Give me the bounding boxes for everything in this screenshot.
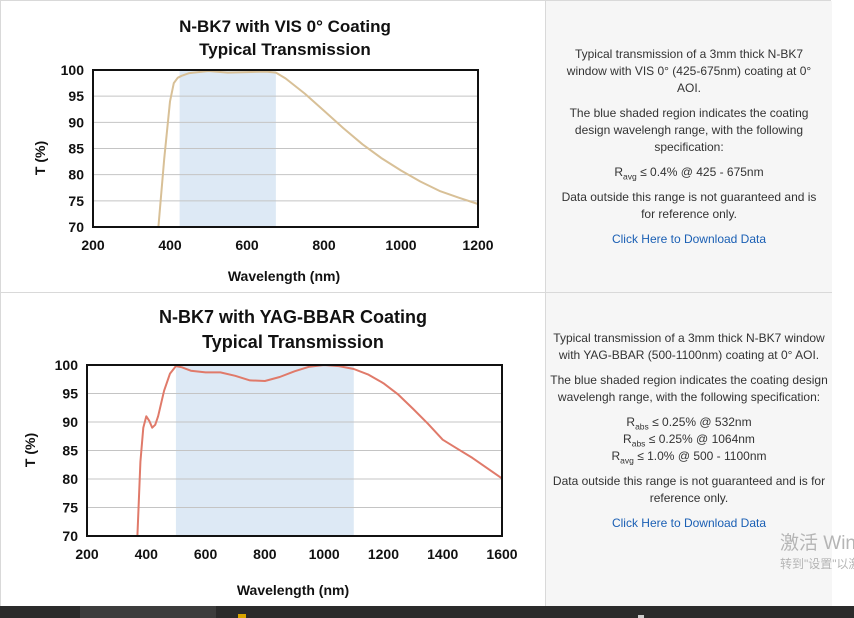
transmission-chart-vis: N-BK7 with VIS 0° Coating Typical Transm… (32, 17, 494, 284)
plot-frame (86, 364, 503, 537)
x-tick-label: 1400 (427, 546, 458, 562)
table-row: N-BK7 with YAG-BBAR Coating Typical Tran… (1, 293, 832, 607)
y-tick-label: 100 (55, 357, 79, 373)
plot-area: 70 75 80 85 90 95 100 200 400 600 800 1000 1200 1400 1… (55, 357, 518, 562)
spec-item: Rabs ≤ 0.25% @ 1064nm (623, 432, 755, 449)
transmission-chart-yag: N-BK7 with YAG-BBAR Coating Typical Tran… (22, 307, 518, 598)
description-cell: Typical transmission of a 3mm thick N-BK… (546, 1, 832, 292)
y-tick-label: 75 (62, 500, 78, 516)
x-tick-label: 400 (158, 237, 182, 253)
app-icon[interactable] (638, 615, 644, 618)
x-tick-label: 200 (81, 237, 105, 253)
activation-watermark-subtext: 转到"设置"以激活 Windows。 (780, 557, 854, 571)
y-tick-label: 95 (68, 88, 84, 104)
x-tick-label: 400 (135, 546, 159, 562)
y-tick-label: 85 (62, 443, 78, 459)
chart-cell: N-BK7 with VIS 0° Coating Typical Transm… (1, 1, 546, 292)
x-tick-label: 800 (312, 237, 336, 253)
y-axis-label: T (%) (22, 433, 38, 467)
chart-title-line2: Typical Transmission (202, 332, 384, 352)
shaded-region-note: The blue shaded region indicates the coa… (550, 373, 828, 404)
x-tick-label: 200 (75, 546, 99, 562)
disclaimer-text: Data outside this range is not guarantee… (561, 190, 817, 221)
y-tick-label: 90 (68, 114, 84, 130)
product-data-table: N-BK7 with VIS 0° Coating Typical Transm… (0, 0, 832, 607)
y-tick-label: 70 (68, 219, 84, 235)
download-data-link[interactable]: Click Here to Download Data (611, 232, 767, 246)
plot-area: 70 75 80 85 90 95 100 200 400 600 800 1000 1200 (61, 62, 494, 253)
x-axis-label: Wavelength (nm) (237, 582, 349, 598)
y-tick-label: 70 (62, 528, 78, 544)
y-tick-label: 80 (68, 167, 84, 183)
x-tick-label: 1600 (486, 546, 517, 562)
folder-icon[interactable] (238, 614, 246, 618)
activation-watermark: 激活 Windows (780, 533, 854, 554)
taskbar (0, 606, 854, 618)
chart-title-line1: N-BK7 with YAG-BBAR Coating (159, 307, 427, 327)
series-line (157, 70, 479, 228)
x-tick-label: 600 (194, 546, 218, 562)
x-tick-label: 1200 (462, 237, 493, 253)
x-tick-label: 1000 (309, 546, 340, 562)
x-tick-label: 800 (253, 546, 277, 562)
x-tick-label: 600 (235, 237, 259, 253)
x-tick-label: 1000 (385, 237, 416, 253)
description-text: Typical transmission of a 3mm thick N-BK… (553, 331, 825, 362)
y-axis-label: T (%) (32, 141, 48, 175)
chart-cell: N-BK7 with YAG-BBAR Coating Typical Tran… (1, 293, 546, 607)
specification-list: Ravg ≤ 0.4% @ 425 - 675nm (556, 164, 822, 181)
spec-item: Ravg ≤ 0.4% @ 425 - 675nm (614, 165, 764, 182)
description-cell: Typical transmission of a 3mm thick N-BK… (546, 293, 832, 607)
table-row: N-BK7 with VIS 0° Coating Typical Transm… (1, 1, 832, 293)
x-axis-label: Wavelength (nm) (228, 268, 340, 284)
y-tick-label: 75 (68, 193, 84, 209)
shaded-region-note: The blue shaded region indicates the coa… (569, 106, 809, 154)
spec-item: Rabs ≤ 0.25% @ 532nm (626, 415, 752, 432)
y-tick-label: 100 (61, 62, 85, 78)
chart-title-line2: Typical Transmission (199, 40, 371, 59)
chart-title-line1: N-BK7 with VIS 0° Coating (179, 17, 391, 36)
y-tick-label: 90 (62, 414, 78, 430)
x-tick-label: 1200 (368, 546, 399, 562)
download-data-link[interactable]: Click Here to Download Data (611, 516, 767, 530)
y-tick-label: 80 (62, 471, 78, 487)
series-line (136, 364, 503, 537)
y-tick-label: 85 (68, 141, 84, 157)
disclaimer-text: Data outside this range is not guarantee… (552, 474, 826, 505)
spec-item: Ravg ≤ 1.0% @ 500 - 1100nm (611, 449, 767, 466)
y-tick-label: 95 (62, 386, 78, 402)
plot-frame (92, 69, 479, 228)
taskbar-active-app[interactable] (80, 606, 216, 618)
specification-list: Rabs ≤ 0.25% @ 532nm Rabs ≤ 0.25% @ 1064… (548, 414, 830, 465)
description-text: Typical transmission of a 3mm thick N-BK… (566, 47, 812, 95)
